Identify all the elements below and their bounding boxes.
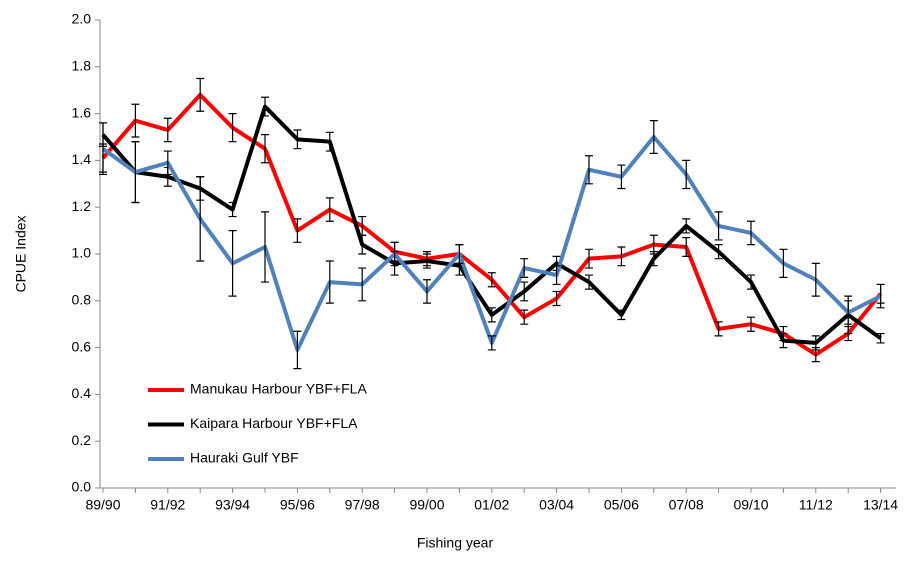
error-bar (585, 274, 593, 290)
error-bar (682, 237, 691, 257)
error-bar (520, 281, 529, 302)
x-tick-label: 89/90 (85, 497, 120, 513)
error-bar (747, 316, 755, 332)
error-bar (585, 155, 593, 185)
error-bar (390, 241, 399, 267)
error-bar (261, 211, 269, 283)
x-tick-label: 01/02 (474, 497, 509, 513)
error-bar (261, 134, 269, 164)
error-bar (228, 201, 237, 218)
error-bar (228, 113, 237, 143)
error-bar (617, 309, 626, 321)
x-tick-label: 11/12 (799, 497, 833, 513)
error-bar (423, 253, 431, 269)
error-bar (423, 279, 431, 304)
x-tick-label: 07/08 (669, 497, 704, 513)
error-bar (487, 335, 496, 351)
error-bar (682, 218, 691, 234)
error-bar (99, 122, 107, 176)
y-axis-label: CPUE Index (13, 215, 29, 292)
error-bar (455, 244, 464, 264)
error-bar (293, 129, 302, 150)
error-bar (714, 244, 723, 260)
legend-label: Kaipara Harbour YBF+FLA (190, 415, 358, 431)
y-tick-label: 0.4 (72, 385, 92, 401)
error-bar (617, 164, 626, 190)
error-bar (552, 265, 561, 286)
x-tick-label: 91/92 (150, 497, 185, 513)
y-tick-label: 0.8 (72, 292, 92, 308)
error-bar (487, 272, 496, 288)
error-bar (520, 309, 529, 325)
error-bar (714, 211, 723, 241)
error-bar (196, 77, 205, 112)
y-tick-label: 1.8 (72, 58, 92, 74)
y-tick-label: 0.0 (72, 479, 92, 495)
error-bar (682, 159, 691, 190)
error-bar (649, 120, 658, 154)
legend-label: Manukau Harbour YBF+FLA (190, 381, 367, 397)
error-bar (747, 220, 755, 246)
error-bar (131, 103, 140, 138)
error-bar (358, 234, 367, 255)
error-bar (811, 262, 820, 297)
y-tick-label: 0.2 (72, 432, 92, 448)
y-tick-label: 0.6 (72, 338, 92, 354)
error-bar (325, 197, 334, 222)
y-tick-label: 2.0 (72, 11, 92, 27)
error-bar (747, 274, 755, 290)
error-bar (876, 332, 885, 344)
error-bar (131, 141, 140, 204)
error-bar (779, 248, 788, 278)
x-tick-label: 95/96 (280, 497, 315, 513)
error-bar (358, 267, 367, 302)
error-bar (617, 246, 626, 267)
x-tick-label: 99/00 (409, 497, 444, 513)
legend-label: Hauraki Gulf YBF (190, 450, 299, 466)
error-bar (552, 290, 561, 307)
x-tick-label: 09/10 (733, 497, 768, 513)
error-bar (163, 150, 172, 176)
error-bar (844, 300, 853, 325)
error-bar (228, 230, 237, 297)
error-bar (649, 251, 658, 267)
error-bar (487, 307, 496, 323)
x-tick-label: 93/94 (215, 497, 250, 513)
x-tick-label: 05/06 (604, 497, 639, 513)
error-bar (325, 131, 334, 152)
error-bar (585, 248, 593, 269)
error-bar (714, 321, 723, 337)
error-bar (876, 283, 885, 309)
error-bar (779, 332, 788, 349)
x-tick-label: 03/04 (539, 497, 574, 513)
error-bar (520, 258, 529, 278)
error-bar (261, 96, 269, 117)
error-bar (163, 117, 172, 143)
error-bar (293, 218, 302, 243)
x-tick-label: 97/98 (345, 497, 380, 513)
y-tick-label: 1.4 (72, 151, 92, 167)
y-tick-label: 1.0 (72, 245, 92, 261)
error-bar (325, 260, 334, 304)
x-axis-label: Fishing year (417, 535, 494, 551)
error-bar (196, 176, 205, 262)
y-tick-label: 1.6 (72, 104, 92, 120)
x-tick-label: 13/14 (863, 497, 898, 513)
error-bar (293, 330, 302, 370)
error-bar (811, 335, 820, 351)
y-tick-label: 1.2 (72, 198, 92, 214)
